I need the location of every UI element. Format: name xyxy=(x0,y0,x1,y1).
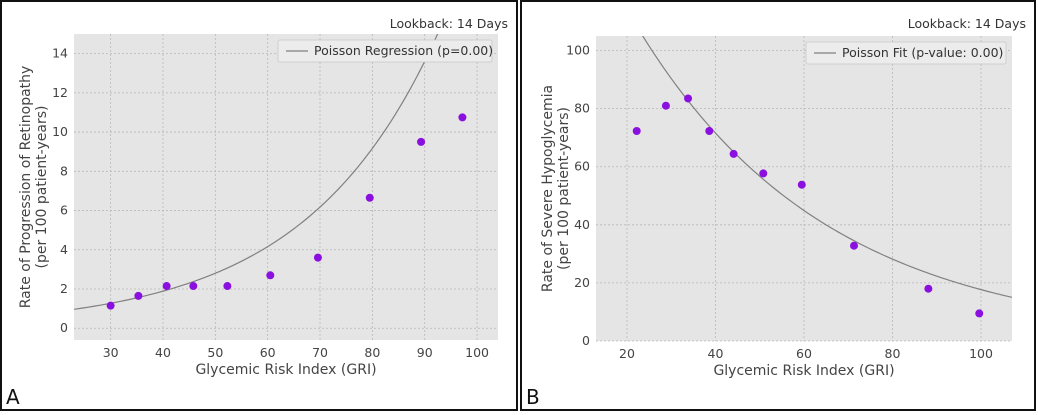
x-tick-label: 90 xyxy=(417,345,433,360)
data-point xyxy=(975,309,984,318)
legend-box xyxy=(805,41,1007,65)
x-axis-label: Glycemic Risk Index (GRI) xyxy=(713,363,894,379)
data-point xyxy=(266,271,275,280)
y-tick-label: 14 xyxy=(52,46,68,61)
x-tick-label: 40 xyxy=(155,345,171,360)
y-tick-label: 6 xyxy=(60,203,68,218)
data-point xyxy=(313,253,322,262)
panel-a: Lookback: 14 Days 30 40 50 60 70 80 90 100 0 2 4 6 8… xyxy=(0,0,518,411)
y-axis-label: Rate of Progression of Retinopathy xyxy=(18,66,34,309)
data-point xyxy=(759,169,768,178)
data-point xyxy=(365,193,374,202)
x-tick-label: 70 xyxy=(312,345,328,360)
panel-letter: A xyxy=(6,385,20,409)
data-point xyxy=(134,291,143,300)
x-tick-label: 40 xyxy=(708,346,724,361)
x-tick-label: 100 xyxy=(969,346,993,361)
data-point xyxy=(684,94,693,103)
chart-a: 30 40 50 60 70 80 90 100 0 2 4 6 8 10 12 14 Poisson Regr… xyxy=(18,34,498,378)
y-tick-label: 60 xyxy=(574,159,590,174)
x-tick-label: 50 xyxy=(207,345,223,360)
y-axis-label-units: (per 100 patient-years) xyxy=(556,107,572,270)
lookback-label: Lookback: 14 Days xyxy=(389,16,508,31)
x-tick-label: 30 xyxy=(103,345,119,360)
y-axis-label-units: (per 100 patient-years) xyxy=(34,106,50,269)
data-point xyxy=(417,137,426,146)
plot-content xyxy=(632,36,1012,318)
y-tick-label: 12 xyxy=(52,85,68,100)
data-point xyxy=(189,282,198,291)
chart-b: 20 40 60 80 100 0 20 40 60 80 100 Poisson Fit (p-va… xyxy=(540,36,1012,379)
y-tick-label: 0 xyxy=(60,320,68,335)
legend-label: Poisson Fit (p-value: 0.00) xyxy=(842,45,1003,60)
lookback-label: Lookback: 14 Days xyxy=(907,16,1026,31)
data-point xyxy=(797,180,806,189)
x-tick-label: 80 xyxy=(885,346,901,361)
y-tick-label: 2 xyxy=(60,281,68,296)
legend: Poisson Fit (p-value: 0.00) xyxy=(805,41,1007,65)
legend-box xyxy=(277,39,493,63)
x-axis-label: Glycemic Risk Index (GRI) xyxy=(195,362,376,378)
y-axis-label: Rate of Severe Hypoglycemia xyxy=(540,85,556,292)
data-point xyxy=(223,282,232,291)
x-tick-label: 20 xyxy=(619,346,635,361)
y-tick-label: 10 xyxy=(52,124,68,139)
legend-label: Poisson Regression (p=0.00) xyxy=(314,43,493,58)
y-tick-label: 4 xyxy=(60,242,68,257)
y-tick-label: 80 xyxy=(574,101,590,116)
data-point xyxy=(705,126,714,135)
data-point xyxy=(162,282,171,291)
data-point xyxy=(729,149,738,158)
x-tick-label: 100 xyxy=(465,345,489,360)
data-point xyxy=(106,301,115,310)
x-tick-label: 60 xyxy=(796,346,812,361)
data-point xyxy=(458,113,467,122)
y-tick-label: 8 xyxy=(60,163,68,178)
y-tick-label: 20 xyxy=(574,275,590,290)
y-tick-label: 40 xyxy=(574,217,590,232)
fit-line xyxy=(642,36,1012,298)
legend: Poisson Regression (p=0.00) xyxy=(277,39,493,63)
data-point xyxy=(632,126,641,135)
data-point xyxy=(661,101,670,110)
data-point xyxy=(850,241,859,250)
x-tick-label: 80 xyxy=(364,345,380,360)
x-tick-label: 60 xyxy=(260,345,276,360)
y-tick-label: 100 xyxy=(566,43,590,58)
panel-b: Lookback: 14 Days 20 40 60 80 100 0 20 40 60 80 10… xyxy=(520,0,1036,411)
y-tick-label: 0 xyxy=(582,333,590,348)
data-point xyxy=(924,284,933,293)
panel-letter: B xyxy=(526,385,540,409)
